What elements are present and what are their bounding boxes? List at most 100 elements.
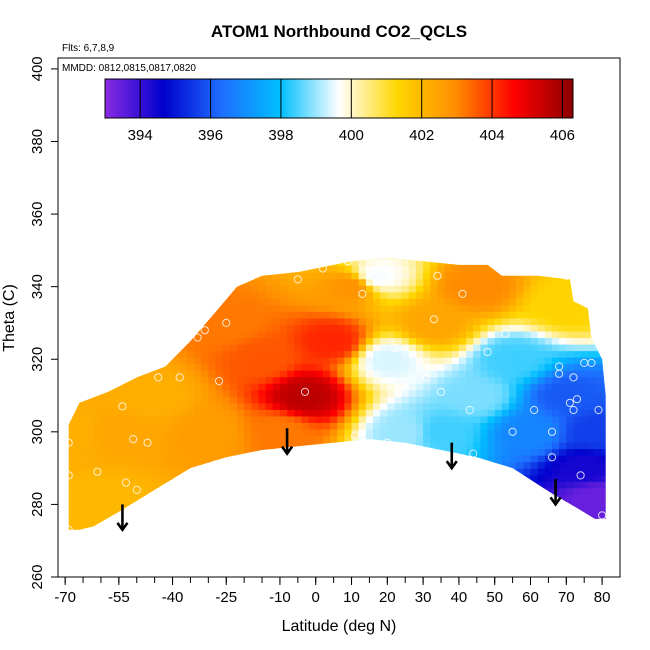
field-cell [108, 441, 116, 450]
field-cell [387, 428, 396, 437]
field-cell [158, 291, 166, 299]
field-cell [430, 343, 439, 352]
field-cell [208, 487, 217, 495]
field-cell [265, 409, 274, 417]
field-cell [401, 435, 410, 443]
field-cell [544, 298, 553, 306]
field-cell [587, 324, 596, 332]
field-cell [308, 481, 317, 489]
field-cell [537, 487, 546, 495]
field-cell [236, 494, 245, 502]
field-cell [602, 246, 610, 253]
field-cell [229, 389, 238, 397]
sample-point [211, 460, 220, 469]
field-cell [387, 278, 396, 286]
field-cell [430, 317, 439, 325]
sample-point [118, 402, 127, 411]
field-cell [466, 265, 474, 273]
field-cell [251, 428, 260, 437]
field-cell [580, 415, 589, 423]
sample-point [530, 405, 539, 415]
field-cell [494, 402, 503, 410]
field-cell [79, 422, 88, 430]
field-cell [559, 448, 567, 456]
field-cell [229, 298, 238, 306]
field-cell [380, 513, 388, 521]
field-cell [587, 357, 596, 365]
field-cell [108, 337, 116, 345]
field-cell [86, 285, 95, 293]
field-cell [344, 370, 353, 378]
field-cell [143, 317, 152, 325]
field-cell [72, 435, 81, 443]
field-cell [566, 409, 575, 417]
field-cell [100, 383, 109, 391]
field-cell [451, 441, 460, 450]
field-cell [279, 415, 288, 423]
field-cell [594, 324, 603, 332]
field-cell [373, 246, 381, 253]
field-cell [358, 507, 367, 515]
field-cell [294, 317, 303, 325]
field-cell [530, 474, 539, 482]
field-cell [229, 324, 238, 332]
field-cell [430, 265, 439, 273]
field-cell [523, 304, 532, 312]
field-cell [544, 272, 553, 280]
field-cell [251, 265, 260, 273]
field-cell [523, 494, 532, 502]
field-cell [594, 376, 603, 384]
sample-point [293, 275, 302, 284]
field-cell [480, 383, 489, 391]
field-cell [516, 441, 524, 450]
field-cell [330, 337, 338, 345]
field-cell [365, 376, 374, 384]
field-cell [344, 474, 353, 482]
field-cell [594, 500, 603, 508]
field-cell [266, 246, 274, 253]
field-cell [458, 389, 467, 397]
field-cell [201, 415, 209, 423]
field-cell [415, 494, 424, 502]
field-cell [158, 435, 166, 443]
field-cell [229, 317, 238, 325]
field-cell [208, 389, 217, 397]
sample-point [300, 387, 310, 396]
field-cell [351, 415, 360, 423]
field-cell [136, 370, 145, 378]
field-cell [172, 350, 181, 358]
field-cell [208, 298, 217, 306]
field-cell [480, 272, 489, 280]
field-cell [487, 500, 496, 508]
field-cell [451, 363, 460, 371]
field-cell [136, 304, 145, 312]
field-cell [244, 337, 252, 345]
field-cell [208, 343, 217, 352]
field-cell [380, 455, 388, 463]
field-cell [559, 422, 567, 430]
field-cell [244, 428, 252, 437]
field-cell [401, 357, 410, 365]
field-cell [236, 415, 245, 423]
field-cell [108, 304, 116, 312]
descent-arrow [445, 442, 458, 471]
field-cell [401, 494, 410, 502]
field-cell [351, 389, 360, 397]
field-cell [322, 363, 331, 371]
field-cell [322, 494, 331, 502]
field-cell [494, 507, 503, 515]
field-cell [265, 441, 274, 450]
field-cell [143, 330, 152, 339]
field-cell [215, 272, 224, 280]
field-cell [365, 455, 374, 463]
field-cell [236, 481, 245, 489]
field-cell [480, 363, 489, 371]
field-cell [537, 357, 546, 365]
field-cell [208, 304, 217, 312]
field-cell [587, 272, 596, 280]
field-cell [358, 396, 367, 404]
field-cell [344, 448, 353, 456]
field-cell [530, 428, 539, 437]
field-cell [229, 455, 238, 463]
field-cell [587, 298, 596, 306]
